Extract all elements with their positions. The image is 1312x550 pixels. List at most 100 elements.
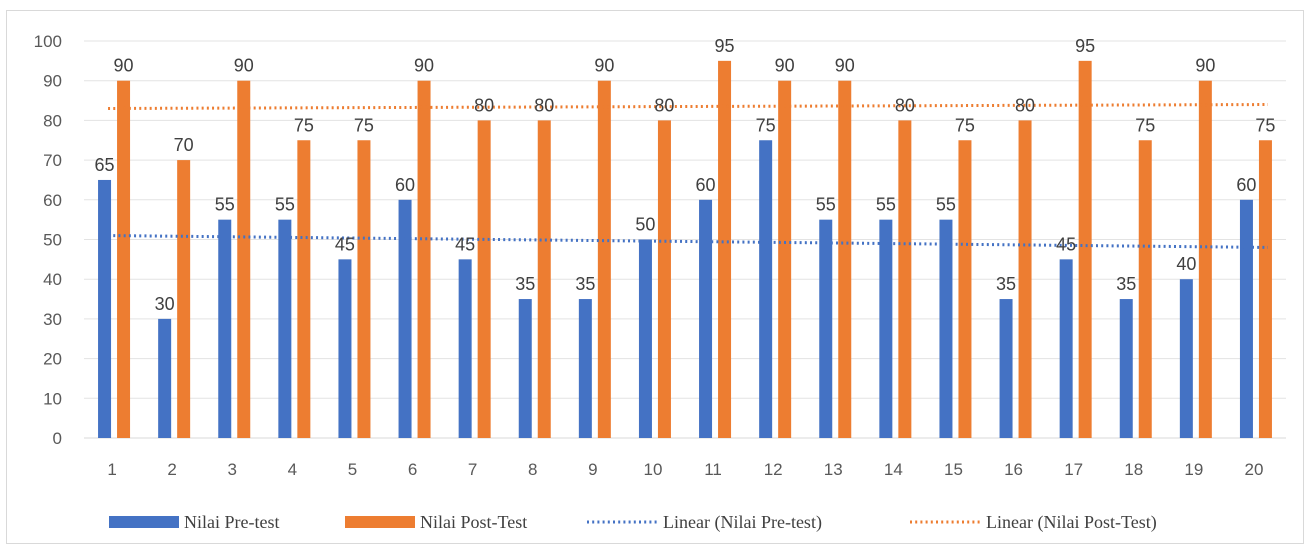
bar-post-test [838,80,852,438]
data-label: 80 [1015,95,1035,115]
x-tick-label: 10 [643,460,662,479]
data-label: 90 [234,56,254,76]
x-tick-label: 13 [824,460,843,479]
x-tick-label: 2 [167,460,176,479]
bar-pre-test [158,318,172,438]
bar-pre-test [1239,199,1253,438]
data-label: 75 [955,115,975,135]
bar-pre-test [1059,259,1073,438]
y-tick-label: 60 [43,191,62,210]
data-label: 55 [816,195,836,215]
data-label: 80 [895,95,915,115]
legend-label: Linear (Nilai Pre-test) [663,512,822,533]
bar-post-test [477,120,491,439]
data-label: 35 [515,274,535,294]
bar-pre-test [699,199,713,438]
legend-swatch [109,516,179,528]
data-label: 80 [474,95,494,115]
bar-post-test [237,80,251,438]
data-label: 55 [876,195,896,215]
bar-post-test [1258,140,1272,438]
data-label: 75 [1255,115,1275,135]
bar-pre-test [999,299,1013,438]
legend-label: Nilai Post-Test [420,512,527,532]
bar-post-test [1198,80,1212,438]
x-tick-label: 11 [704,460,722,479]
y-tick-label: 100 [34,32,62,51]
data-label: 55 [215,195,235,215]
bar-post-test [1138,140,1152,438]
bar-pre-test [278,219,292,438]
data-label: 80 [654,95,674,115]
x-axis-ticks: 1 2 3 4 5 6 7 8 9 10 11 12 13 14 15 16 17 18 19 20 [107,460,1263,479]
x-tick-label: 19 [1184,460,1203,479]
data-label: 90 [594,56,614,76]
bar-pre-test [939,219,953,438]
bar-post-test [778,80,792,438]
y-tick-label: 20 [43,350,62,369]
x-tick-label: 3 [228,460,237,479]
data-label: 75 [294,115,314,135]
data-label: 40 [1176,254,1196,274]
bar-post-test [1018,120,1032,439]
bar-pre-test [578,299,592,438]
y-tick-label: 70 [43,151,62,170]
x-tick-label: 20 [1244,460,1263,479]
data-label: 35 [996,274,1016,294]
data-label: 90 [114,56,134,76]
bar-post-test [417,80,431,438]
legend-label: Nilai Pre-test [184,512,279,532]
data-label: 90 [835,56,855,76]
x-tick-label: 15 [944,460,963,479]
data-label: 50 [635,215,655,235]
data-label: 75 [354,115,374,135]
bar-pre-test [879,219,893,438]
bar-post-test [718,60,732,438]
x-tick-label: 9 [588,460,597,479]
data-label: 60 [696,175,716,195]
legend-swatch [345,516,415,528]
bar-pre-test [638,239,652,438]
bar-pre-test [218,219,232,438]
x-tick-label: 18 [1124,460,1143,479]
x-tick-label: 7 [468,460,477,479]
data-labels: 65 90 30 70 55 90 55 75 45 75 60 90 45 80 35 80 35 90 50 80… [95,36,1276,314]
bar-post-test [537,120,551,439]
legend-label: Linear (Nilai Post-Test) [986,512,1157,533]
data-label: 90 [1195,56,1215,76]
bar-post-test [177,160,191,438]
bar-post-test [1078,60,1092,438]
data-label: 65 [95,155,115,175]
gridlines [84,40,1286,439]
bar-post-test [117,80,131,438]
bar-pre-test [398,199,412,438]
x-tick-label: 6 [408,460,417,479]
data-label: 75 [1135,115,1155,135]
bar-pre-test [338,259,352,438]
data-label: 45 [455,234,475,254]
data-label: 70 [174,135,194,155]
bars [98,60,1272,439]
data-label: 75 [756,115,776,135]
y-tick-label: 80 [43,111,62,130]
x-tick-label: 4 [288,460,297,479]
bar-post-test [898,120,912,439]
data-label: 95 [715,36,735,56]
y-tick-label: 30 [43,310,62,329]
bar-post-test [958,140,972,438]
bar-pre-test [1119,299,1133,438]
x-tick-label: 1 [107,460,116,479]
bar-pre-test [759,140,773,438]
trendline-pre-test [108,234,1268,249]
x-tick-label: 12 [764,460,783,479]
y-tick-label: 90 [43,72,62,91]
y-tick-label: 40 [43,270,62,289]
data-label: 45 [1056,234,1076,254]
bar-post-test [657,120,671,439]
trendline-post-test [108,103,1268,110]
y-axis-ticks: 0 10 20 30 40 50 60 70 80 90 100 [34,32,62,448]
x-tick-label: 17 [1064,460,1083,479]
y-tick-label: 0 [53,429,62,448]
data-label: 55 [936,195,956,215]
data-label: 45 [335,234,355,254]
